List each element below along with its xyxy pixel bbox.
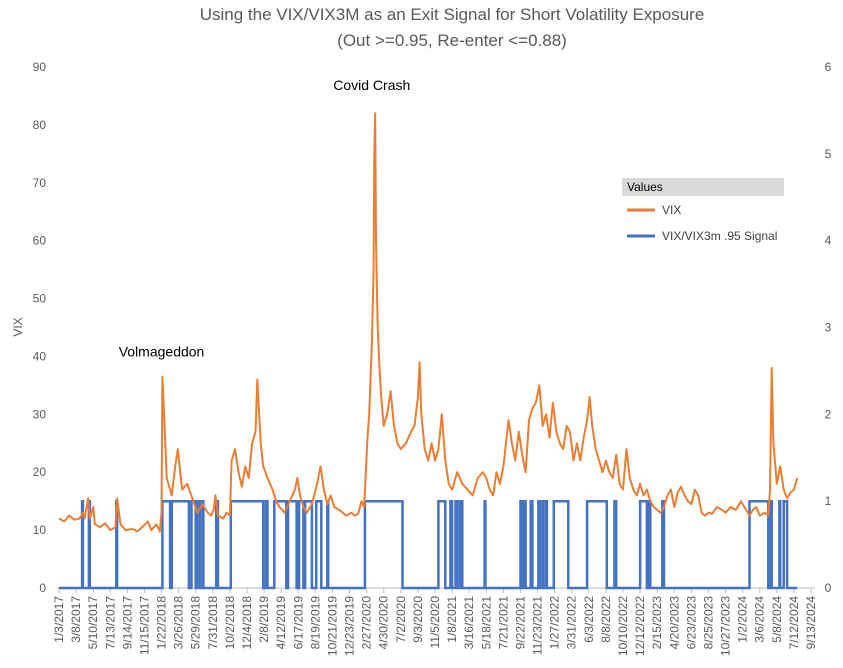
x-tick-label: 7/31/2018 [206, 596, 220, 650]
y-tick-label: 60 [33, 234, 47, 248]
y-axis-label: VIX [11, 317, 25, 336]
x-tick-label: 6/3/2022 [582, 596, 596, 643]
x-tick-label: 10/21/2019 [325, 596, 339, 656]
x-tick-label: 2/15/2023 [650, 596, 664, 650]
x-tick-label: 4/20/2023 [667, 596, 681, 650]
x-tick-label: 8/19/2019 [308, 596, 322, 650]
y-tick-label: 30 [33, 407, 47, 421]
x-tick-label: 3/8/2017 [69, 596, 83, 643]
annotations: Volmageddon Covid Crash [119, 77, 411, 359]
x-tick-label: 1/27/2022 [548, 596, 562, 650]
y2-tick-label: 2 [825, 407, 832, 421]
legend-label-vix: VIX [662, 203, 681, 217]
x-tick-label: 5/8/2024 [770, 596, 784, 643]
chart-subtitle: (Out >=0.95, Re-enter <=0.88) [337, 31, 567, 50]
series-line-signal [59, 499, 798, 590]
x-tick-label: 1/8/2021 [445, 596, 459, 643]
series-group [58, 112, 799, 590]
x-tick-label: 5/10/2017 [86, 596, 100, 650]
x-tick-label: 1/2/2024 [736, 596, 750, 643]
y-tick-label: 10 [33, 523, 47, 537]
x-tick-label: 9/14/2017 [120, 596, 134, 650]
chart-title: Using the VIX/VIX3M as an Exit Signal fo… [200, 5, 705, 24]
x-tick-label: 6/17/2019 [291, 596, 305, 650]
x-tick-label: 3/26/2018 [172, 596, 186, 650]
y-tick-label: 20 [33, 465, 47, 479]
x-tick-label: 3/31/2022 [565, 596, 579, 650]
y-tick-label: 70 [33, 176, 47, 190]
x-tick-label: 9/22/2021 [513, 596, 527, 650]
y2-axis-ticks: 0 1 2 3 4 5 6 [825, 60, 832, 595]
x-tick-label: 11/23/2021 [531, 596, 545, 655]
annotation-label: Volmageddon [119, 343, 205, 359]
x-tick-label: 12/23/2019 [343, 596, 357, 656]
x-tick-label: 12/4/2018 [240, 596, 254, 650]
legend-title: Values [627, 180, 663, 194]
x-tick-label: 11/15/2017 [137, 596, 151, 655]
x-tick-label: 8/25/2023 [701, 596, 715, 650]
x-tick-label: 4/12/2019 [274, 596, 288, 650]
y-tick-label: 50 [33, 292, 47, 306]
legend-title-bar [622, 178, 784, 196]
x-tick-label: 6/23/2023 [684, 596, 698, 650]
x-tick-label: 11/5/2020 [428, 596, 442, 649]
x-tick-label: 7/12/2024 [787, 596, 801, 650]
x-tick-label: 1/3/2017 [52, 596, 66, 643]
y2-tick-label: 6 [825, 60, 832, 74]
x-tick-label: 2/8/2019 [257, 596, 271, 643]
x-tick-label: 7/21/2021 [496, 596, 510, 650]
x-tick-label: 3/6/2024 [753, 596, 767, 643]
x-tick-label: 4/30/2020 [377, 596, 391, 650]
x-tick-label: 10/27/2023 [719, 596, 733, 656]
x-tick-label: 1/22/2018 [155, 596, 169, 650]
x-tick-label: 10/10/2022 [616, 596, 630, 656]
legend: Values VIX VIX/VIX3m .95 Signal [622, 178, 784, 243]
annotation-label: Covid Crash [333, 77, 410, 93]
x-tick-label: 7/2/2020 [394, 596, 408, 643]
y2-tick-label: 4 [825, 234, 832, 248]
x-tick-label: 12/12/2022 [633, 596, 647, 656]
x-tick-label: 8/8/2022 [599, 596, 613, 643]
x-tick-label: 9/3/2020 [411, 596, 425, 643]
y-tick-label: 80 [33, 118, 47, 132]
x-tick-label: 5/18/2021 [479, 596, 493, 650]
y2-tick-label: 3 [825, 321, 832, 335]
x-tick-label: 7/13/2017 [103, 596, 117, 650]
y-axis-ticks: 0 10 20 30 40 50 60 70 80 90 [33, 60, 47, 595]
x-tick-label: 3/16/2021 [462, 596, 476, 650]
series-line-vix [58, 112, 799, 533]
y2-tick-label: 1 [825, 494, 832, 508]
y-tick-label: 0 [39, 581, 46, 595]
y2-tick-label: 5 [825, 147, 832, 161]
x-tick-label: 2/27/2020 [360, 596, 374, 650]
y2-tick-label: 0 [825, 581, 832, 595]
y-tick-label: 90 [33, 60, 47, 74]
x-tick-label: 9/13/2024 [804, 596, 818, 650]
y-tick-label: 40 [33, 349, 47, 363]
x-axis-ticks: 1/3/2017 3/8/2017 5/10/2017 7/13/2017 9/14/2… [52, 588, 818, 656]
x-tick-label: 10/2/2018 [223, 596, 237, 650]
x-tick-label: 5/29/2018 [189, 596, 203, 650]
legend-label-signal: VIX/VIX3m .95 Signal [662, 229, 777, 243]
